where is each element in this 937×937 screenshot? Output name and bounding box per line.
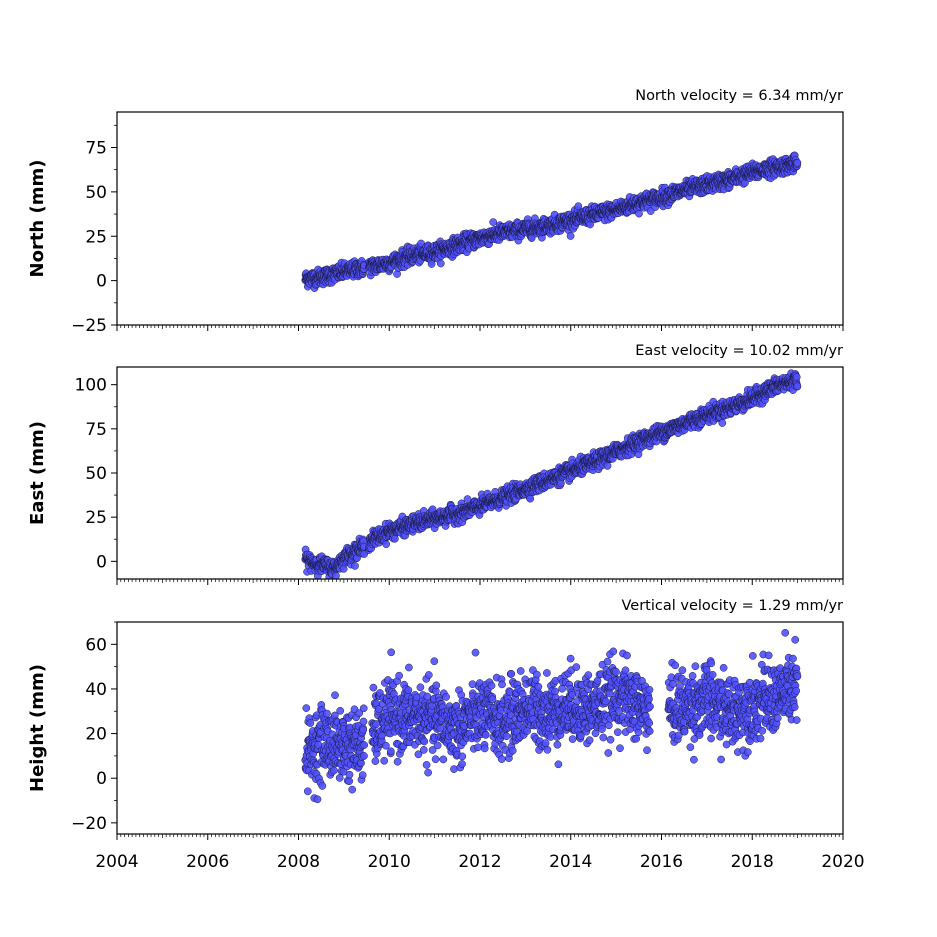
- data-point: [358, 771, 367, 779]
- data-point: [424, 671, 433, 679]
- data-point: [359, 726, 368, 734]
- y-tick-label: 25: [85, 508, 107, 528]
- data-point: [442, 693, 450, 701]
- data-point: [382, 540, 391, 549]
- data-point: [526, 494, 535, 503]
- data-point: [378, 731, 386, 740]
- y-tick-label: 50: [85, 464, 107, 484]
- data-point: [419, 746, 428, 754]
- data-point: [471, 648, 480, 657]
- data-points-north: [301, 151, 802, 292]
- data-point: [382, 741, 390, 750]
- data-point: [369, 683, 378, 692]
- data-point: [450, 765, 458, 773]
- panel-east: 0 25 50 75 100 East velocity = 10.02 mm/yr Eas…: [27, 343, 844, 585]
- data-point: [359, 717, 368, 726]
- y-tick-label: −25: [71, 316, 107, 336]
- data-point: [371, 757, 380, 765]
- data-point: [424, 768, 432, 777]
- plot-frame: [116, 111, 844, 326]
- data-point: [718, 419, 727, 427]
- data-point: [792, 373, 801, 381]
- data-point: [332, 571, 340, 579]
- data-point: [359, 704, 368, 713]
- panel-north: −25 0 25 50 75 North velocity = 6.34 mm/yr Nor…: [27, 88, 844, 336]
- data-point: [380, 756, 389, 765]
- y-tick-label: 0: [96, 552, 107, 572]
- data-point: [405, 663, 413, 672]
- data-point: [458, 752, 467, 761]
- data-point: [433, 741, 442, 750]
- data-point: [793, 158, 802, 167]
- data-point: [463, 495, 472, 503]
- data-point: [387, 747, 395, 756]
- data-point: [360, 752, 368, 760]
- data-point: [430, 657, 439, 666]
- data-point: [345, 770, 354, 779]
- data-point: [574, 202, 583, 211]
- data-point: [436, 259, 445, 268]
- data-point: [302, 704, 311, 712]
- data-point: [603, 462, 612, 470]
- data-point: [345, 777, 354, 786]
- data-point: [414, 750, 423, 759]
- data-point: [404, 686, 413, 695]
- data-point: [335, 774, 344, 782]
- y-tick-label: 75: [85, 420, 107, 440]
- panel-title: East velocity = 10.02 mm/yr: [635, 343, 843, 359]
- y-tick-label: 100: [75, 376, 107, 396]
- data-point: [420, 737, 429, 746]
- data-point: [351, 562, 359, 570]
- data-points-east: [301, 369, 802, 579]
- data-point: [330, 766, 338, 775]
- data-point: [427, 260, 436, 268]
- data-point: [793, 382, 802, 391]
- data-point: [557, 479, 565, 488]
- y-tick-label: 25: [85, 227, 107, 247]
- data-point: [416, 683, 425, 692]
- y-axis-label: East (mm): [27, 421, 48, 525]
- y-tick-label: 50: [85, 183, 107, 203]
- data-point: [431, 755, 440, 764]
- y-tick-label: 75: [85, 139, 107, 159]
- data-point: [348, 785, 357, 794]
- data-point: [387, 648, 396, 657]
- data-point: [336, 706, 345, 715]
- y-tick-label: 0: [96, 272, 107, 292]
- data-point: [360, 741, 369, 749]
- data-point: [393, 757, 402, 766]
- data-point: [355, 709, 364, 718]
- data-point: [489, 218, 498, 226]
- data-point: [391, 534, 399, 543]
- data-point: [306, 719, 315, 727]
- panel-title: North velocity = 6.34 mm/yr: [635, 88, 843, 104]
- data-point: [318, 782, 327, 790]
- data-point: [439, 755, 448, 764]
- data-point: [635, 209, 643, 218]
- data-points-height: [301, 628, 802, 804]
- data-point: [474, 743, 482, 752]
- data-point: [331, 691, 339, 700]
- data-point: [422, 761, 431, 769]
- y-axis-label: North (mm): [27, 160, 48, 278]
- data-point: [323, 709, 331, 718]
- data-point: [428, 746, 437, 754]
- data-point: [313, 795, 322, 804]
- data-point: [303, 787, 312, 796]
- data-point: [432, 681, 441, 690]
- data-point: [566, 232, 575, 240]
- data-point: [458, 760, 466, 768]
- data-point: [395, 671, 403, 680]
